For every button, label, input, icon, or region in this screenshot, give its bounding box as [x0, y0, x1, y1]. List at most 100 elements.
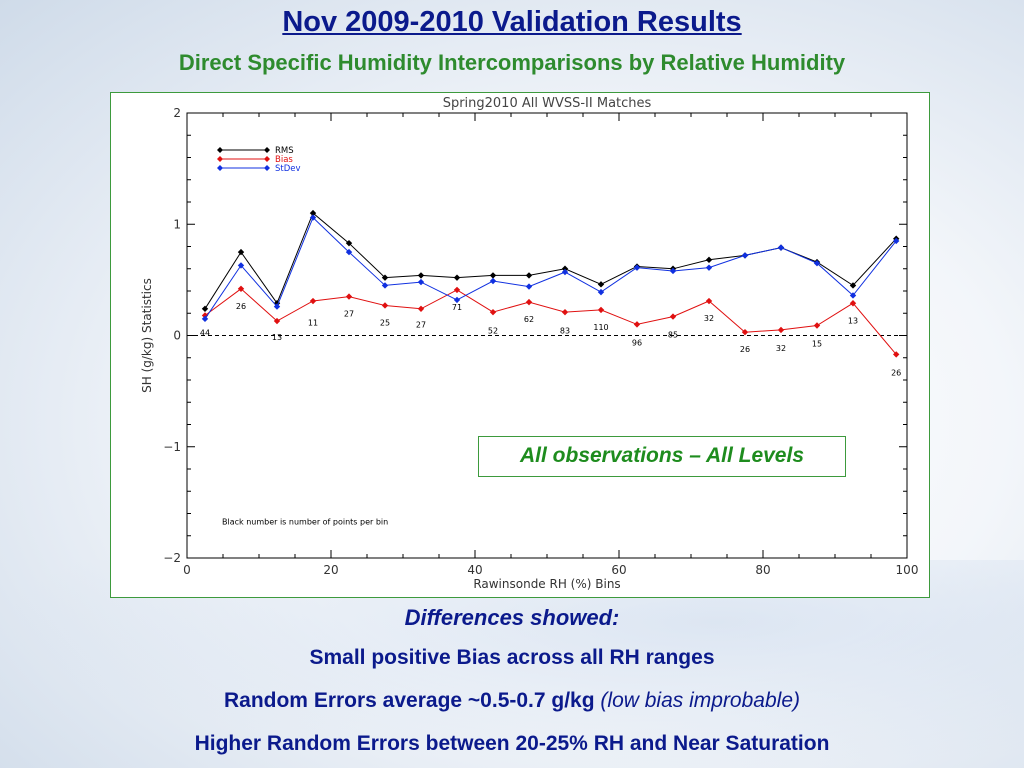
- notes-heading: Differences showed:: [404, 605, 620, 630]
- x-tick-label: 20: [323, 563, 338, 577]
- data-point-stdev: [381, 282, 389, 289]
- series-line-stdev: [204, 216, 897, 320]
- y-axis-label: SH (g/kg) Statistics: [140, 278, 154, 393]
- legend-marker-stdev: [217, 165, 223, 171]
- data-point-stdev: [561, 268, 569, 276]
- bin-count-label: 83: [560, 326, 570, 335]
- y-tick-label: −1: [163, 440, 181, 454]
- x-tick-label: 80: [755, 563, 770, 577]
- data-point-rms: [381, 274, 389, 281]
- data-point-bias: [741, 328, 749, 336]
- note-line-1-text: Small positive Bias across all RH ranges: [309, 646, 715, 669]
- slide-title: Nov 2009-2010 Validation Results: [282, 6, 742, 38]
- legend-marker-bias: [264, 156, 270, 162]
- data-point-rms: [345, 239, 353, 247]
- data-point-rms: [453, 274, 461, 281]
- bin-count-label: 96: [632, 339, 642, 348]
- data-point-stdev: [525, 283, 533, 290]
- bin-count-label: 26: [891, 369, 901, 378]
- note-line-2-text: Random Errors average ~0.5-0.7 g/kg: [223, 689, 601, 712]
- data-point-rms: [237, 248, 245, 256]
- bin-count-label: 26: [236, 302, 246, 311]
- chart-callout-box: All observations – All Levels: [478, 436, 846, 477]
- legend-marker-stdev: [264, 165, 270, 171]
- note-line-2: Random Errors average ~0.5-0.7 g/kg (low…: [0, 681, 1024, 724]
- notes-section: Differences showed: Small positive Bias …: [0, 602, 1024, 767]
- data-point-rms: [489, 272, 497, 279]
- bin-count-label: 52: [488, 326, 498, 335]
- x-tick-label: 40: [467, 563, 482, 577]
- legend-label-stdev: StDev: [275, 164, 301, 174]
- data-point-rms: [201, 305, 209, 312]
- data-point-stdev: [669, 267, 677, 275]
- bin-count-label: 62: [524, 315, 534, 324]
- data-point-rms: [561, 265, 569, 272]
- data-point-rms: [525, 272, 533, 279]
- bin-count-label: 27: [416, 321, 426, 330]
- data-point-stdev: [849, 292, 857, 299]
- data-point-bias: [561, 308, 569, 316]
- chart-frame: Spring2010 All WVSS-II Matches 0 20 40 60 80 1…: [110, 92, 930, 598]
- legend-marker-rms: [264, 147, 270, 153]
- note-line-1: Small positive Bias across all RH ranges: [0, 638, 1024, 681]
- legend-marker-rms: [217, 147, 223, 153]
- data-point-bias: [633, 321, 641, 328]
- y-tick-label: 1: [173, 217, 181, 231]
- bin-count-label: 32: [776, 344, 786, 353]
- chart-note: Black number is number of points per bin: [222, 518, 388, 527]
- data-point-bias: [597, 306, 605, 314]
- data-point-stdev: [201, 315, 209, 323]
- data-point-bias: [849, 300, 857, 307]
- note-line-3: Higher Random Errors between 20-25% RH a…: [0, 724, 1024, 767]
- slide-subtitle: Direct Specific Humidity Intercomparison…: [178, 50, 846, 75]
- data-point-bias: [893, 351, 900, 358]
- data-point-bias: [273, 317, 281, 325]
- bin-count-label: 13: [272, 333, 282, 342]
- data-point-stdev: [777, 244, 785, 251]
- bin-count-label: 44: [200, 329, 210, 338]
- x-tick-label: 60: [611, 563, 626, 577]
- data-point-bias: [237, 285, 245, 292]
- x-tick-label: 0: [183, 563, 191, 577]
- data-point-bias: [669, 313, 677, 320]
- x-axis-label: Rawinsonde RH (%) Bins: [473, 577, 620, 591]
- data-point-rms: [417, 272, 425, 279]
- data-point-stdev: [273, 303, 281, 310]
- bin-count-label: 71: [452, 303, 462, 312]
- data-point-stdev: [489, 277, 497, 285]
- data-point-bias: [489, 308, 497, 316]
- y-tick-label: 2: [173, 106, 181, 120]
- data-point-stdev: [813, 259, 821, 267]
- legend-label-bias: Bias: [275, 155, 293, 165]
- data-point-stdev: [741, 252, 749, 259]
- data-point-stdev: [417, 278, 425, 286]
- bin-count-label: 85: [668, 331, 678, 340]
- data-point-bias: [309, 297, 317, 305]
- bin-count-label: 15: [812, 340, 822, 349]
- data-point-bias: [381, 302, 389, 309]
- data-point-bias: [777, 326, 785, 334]
- data-point-bias: [345, 293, 353, 300]
- y-tick-label: 0: [173, 329, 181, 343]
- bin-count-label: 32: [704, 314, 714, 323]
- legend-marker-bias: [217, 156, 223, 162]
- data-point-bias: [813, 322, 821, 329]
- data-point-stdev: [237, 262, 245, 269]
- note-line-2-suffix: (low bias improbable): [600, 689, 800, 712]
- data-point-stdev: [633, 264, 641, 271]
- data-point-stdev: [309, 214, 317, 221]
- bin-count-label: 13: [848, 316, 858, 325]
- series-line-bias: [204, 288, 897, 355]
- data-point-rms: [849, 282, 857, 289]
- x-tick-label: 100: [896, 563, 919, 577]
- y-tick-label: −2: [163, 551, 181, 565]
- data-point-bias: [705, 297, 713, 305]
- bin-count-label: 110: [593, 323, 608, 332]
- legend-label-rms: RMS: [275, 146, 294, 156]
- data-point-stdev: [705, 264, 713, 271]
- bin-count-label: 27: [344, 310, 354, 319]
- data-point-bias: [453, 286, 461, 294]
- bin-count-label: 11: [308, 318, 318, 327]
- chart-title: Spring2010 All WVSS-II Matches: [443, 96, 652, 111]
